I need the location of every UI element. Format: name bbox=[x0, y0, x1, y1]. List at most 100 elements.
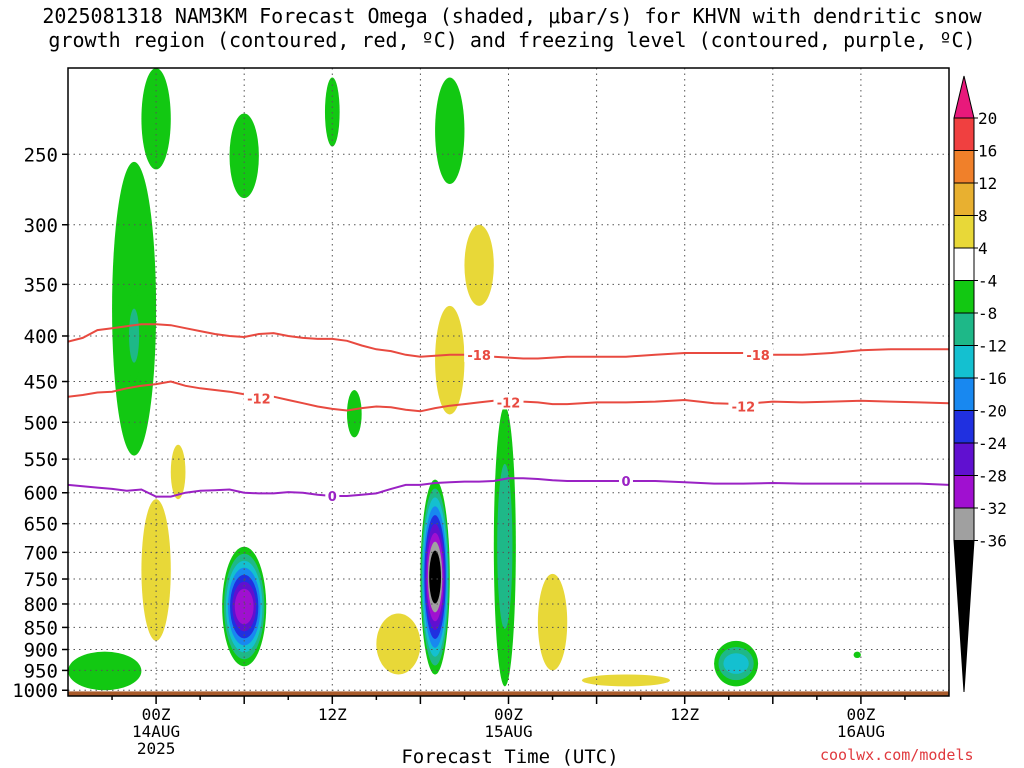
x-tick-label: 00Z bbox=[846, 705, 875, 724]
colorbar-bin bbox=[953, 410, 975, 444]
contour-label: -12 bbox=[247, 392, 271, 407]
colorbar-label: -24 bbox=[978, 434, 1007, 453]
contour-line bbox=[68, 380, 949, 413]
colorbar-bin bbox=[953, 345, 975, 379]
colorbar-bin bbox=[953, 377, 975, 411]
omega-shading bbox=[68, 68, 861, 691]
colorbar-bin bbox=[953, 475, 975, 509]
x-axis-title: Forecast Time (UTC) bbox=[401, 746, 619, 768]
omega-cell bbox=[537, 573, 568, 671]
y-tick-label: 400 bbox=[24, 326, 58, 348]
y-tick-label: 450 bbox=[24, 372, 58, 394]
colorbar-label: 16 bbox=[978, 142, 997, 161]
contour-line bbox=[68, 323, 949, 360]
contour-label: 0 bbox=[328, 490, 337, 505]
y-axis: 2503003504004505005506006507007508008509… bbox=[12, 144, 68, 702]
colorbar-label: -16 bbox=[978, 369, 1007, 388]
omega-cell bbox=[376, 613, 421, 675]
title-line-1: 2025081318 NAM3KM Forecast Omega (shaded… bbox=[42, 4, 982, 28]
y-tick-label: 950 bbox=[24, 660, 58, 682]
omega-cell bbox=[435, 305, 465, 415]
omega-cell bbox=[170, 444, 186, 500]
colorbar-label: -12 bbox=[978, 337, 1007, 356]
colorbar-label: -4 bbox=[978, 272, 997, 291]
x-tick-label: 00Z bbox=[494, 705, 523, 724]
colorbar-bin bbox=[953, 507, 975, 541]
contour-label-bg bbox=[243, 390, 274, 406]
contour-label-bg bbox=[325, 487, 340, 503]
surface-fill bbox=[68, 691, 949, 696]
colorbar-bin bbox=[953, 312, 975, 346]
colorbar-top-arrow bbox=[953, 75, 975, 119]
colorbar-bin bbox=[953, 247, 975, 281]
omega-cell bbox=[581, 674, 671, 687]
y-tick-label: 750 bbox=[24, 569, 58, 591]
grid-lines bbox=[68, 68, 949, 696]
contour-label-bg bbox=[493, 394, 524, 410]
colorbar-label: 8 bbox=[978, 207, 988, 226]
omega-cell bbox=[723, 653, 749, 674]
colorbar-label: -36 bbox=[978, 532, 1007, 551]
surface-ground bbox=[68, 691, 949, 696]
y-tick-label: 850 bbox=[24, 617, 58, 639]
colorbar: 20 16 12 8 4 -4 -8 -12 -16 -20 -24 -28 -32 -36 bbox=[953, 75, 1007, 693]
x-tick-label: 15AUG bbox=[484, 722, 532, 741]
credit-link[interactable]: coolwx.com/models bbox=[820, 746, 974, 764]
y-tick-label: 800 bbox=[24, 594, 58, 616]
contour-label: -18 bbox=[467, 349, 491, 364]
omega-cell bbox=[429, 550, 441, 604]
colorbar-bin bbox=[953, 150, 975, 184]
colorbar-label: 4 bbox=[978, 239, 988, 258]
colorbar-label: 12 bbox=[978, 174, 997, 193]
y-tick-label: 550 bbox=[24, 449, 58, 471]
y-tick-label: 650 bbox=[24, 514, 58, 536]
colorbar-bin bbox=[953, 442, 975, 476]
omega-cell bbox=[229, 113, 259, 199]
colorbar-label: 20 bbox=[978, 109, 997, 128]
y-tick-label: 700 bbox=[24, 542, 58, 564]
colorbar-label: -20 bbox=[978, 402, 1007, 421]
y-tick-label: 1000 bbox=[12, 680, 58, 702]
contour-label-bg bbox=[743, 346, 774, 362]
y-tick-label: 600 bbox=[24, 483, 58, 505]
x-tick-label: 16AUG bbox=[837, 722, 885, 741]
omega-cell bbox=[435, 77, 465, 185]
contour-label: -12 bbox=[497, 396, 521, 411]
y-tick-label: 350 bbox=[24, 274, 58, 296]
chart-title: 2025081318 NAM3KM Forecast Omega (shaded… bbox=[0, 4, 1024, 52]
contour-label-bg bbox=[618, 472, 633, 488]
colorbar-label: -32 bbox=[978, 499, 1007, 518]
contour-label: 0 bbox=[621, 475, 630, 490]
colorbar-bottom-arrow bbox=[953, 540, 975, 693]
colorbar-bin bbox=[953, 182, 975, 216]
colorbar-bin bbox=[953, 215, 975, 249]
y-tick-label: 250 bbox=[24, 144, 58, 166]
omega-cell bbox=[346, 390, 362, 438]
contour-label: -12 bbox=[732, 400, 756, 415]
colorbar-bin bbox=[953, 117, 975, 151]
x-tick-label: 12Z bbox=[670, 705, 699, 724]
omega-cell bbox=[234, 588, 254, 625]
omega-cell bbox=[68, 651, 142, 691]
colorbar-label: -28 bbox=[978, 467, 1007, 486]
title-line-2: growth region (contoured, red, ºC) and f… bbox=[48, 28, 976, 52]
omega-cell bbox=[853, 651, 861, 659]
omega-cell bbox=[497, 463, 513, 629]
x-tick-label: 14AUG bbox=[132, 722, 180, 741]
omega-cell bbox=[464, 224, 494, 306]
contour-label-bg bbox=[464, 346, 495, 362]
contour-label: -18 bbox=[746, 349, 770, 364]
contour-line bbox=[68, 477, 949, 498]
contour-label-bg bbox=[728, 398, 759, 414]
plot-area: -18 -18 -12 -12 -12 0 0 bbox=[68, 68, 949, 696]
colorbar-label: -8 bbox=[978, 304, 997, 323]
y-tick-label: 900 bbox=[24, 640, 58, 662]
colorbar-bin bbox=[953, 280, 975, 314]
y-tick-label: 300 bbox=[24, 215, 58, 237]
x-tick-label: 12Z bbox=[318, 705, 347, 724]
x-tick-label: 2025 bbox=[137, 739, 176, 758]
x-tick-label: 00Z bbox=[142, 705, 171, 724]
y-tick-label: 500 bbox=[24, 412, 58, 434]
